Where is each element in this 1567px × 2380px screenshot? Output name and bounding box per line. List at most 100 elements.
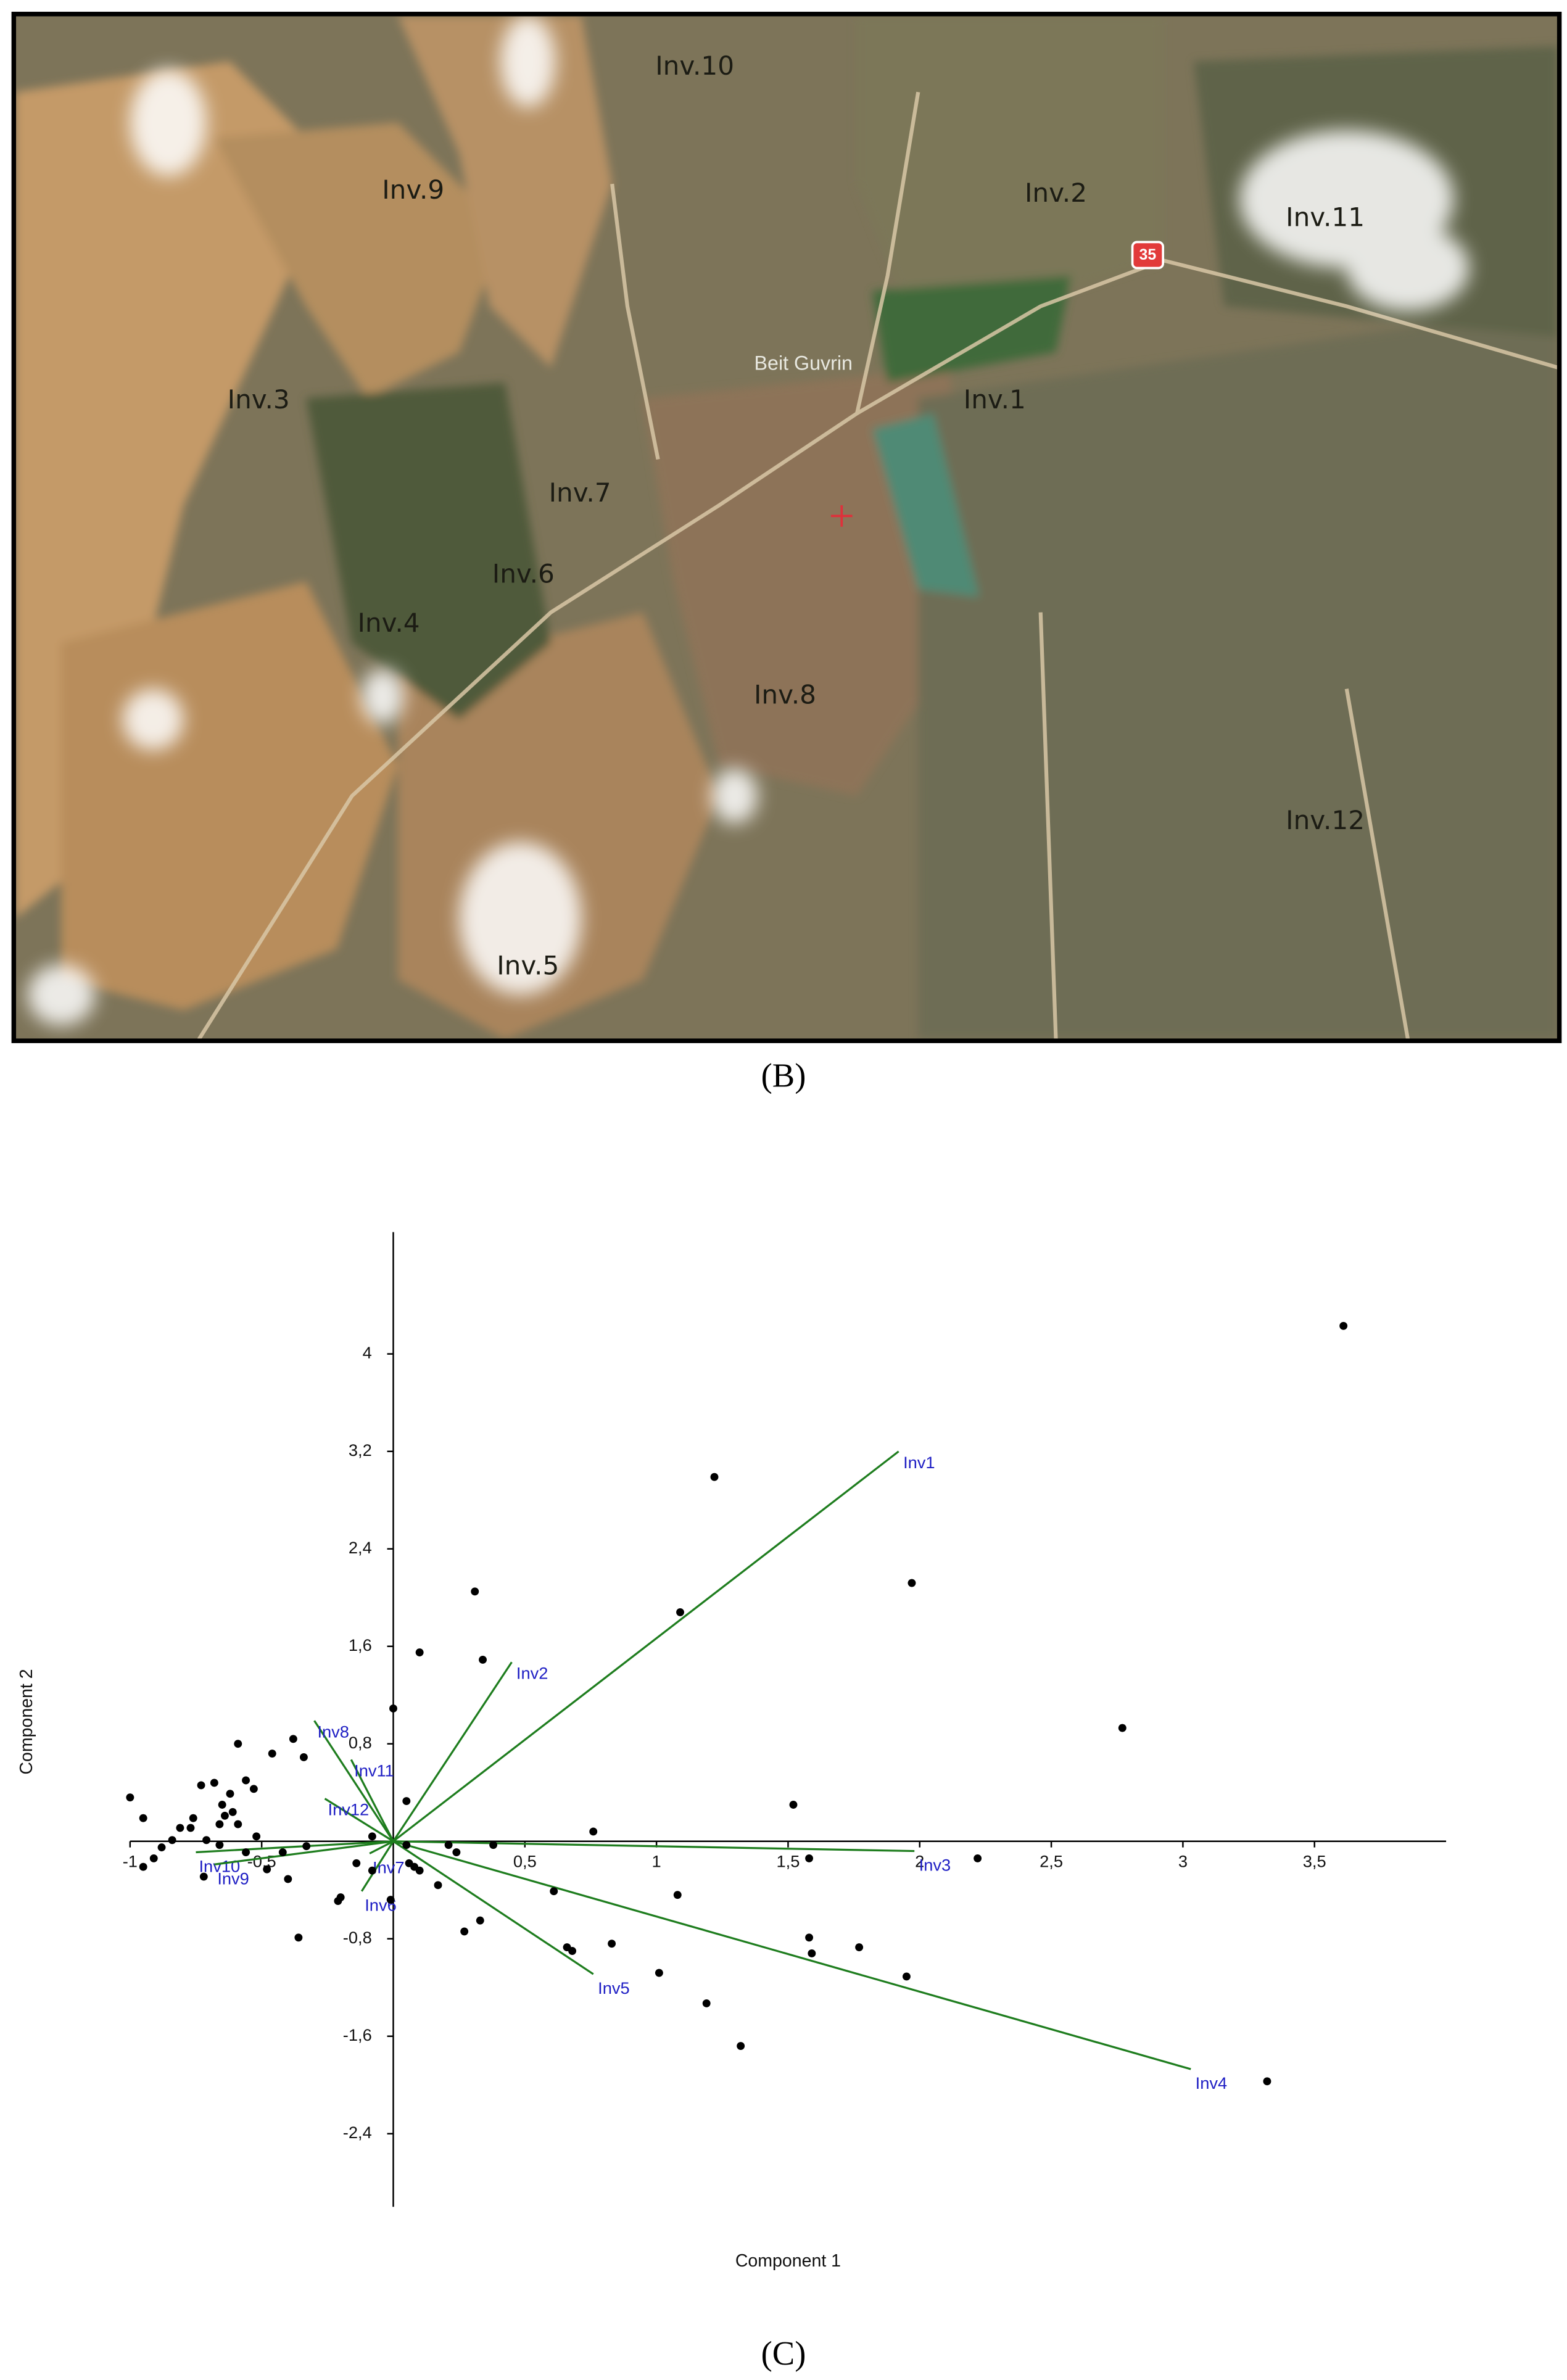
data-point [974,1854,982,1862]
loading-vector [392,1661,513,1842]
data-point [176,1824,184,1832]
data-point [710,1473,719,1481]
data-point [242,1776,250,1785]
loading-label: Inv12 [328,1800,370,1819]
data-point [252,1832,261,1841]
loading-vector [196,1840,394,1854]
loading-label: Inv2 [516,1663,548,1682]
data-point [805,1933,814,1942]
satellite-map: 35 Beit Guvrin Inv.10 Inv.9 Inv.2 Inv.11… [15,15,1558,1039]
data-point [389,1704,397,1713]
x-tick-label: 1,5 [776,1852,800,1871]
map-label: Inv.6 [492,559,555,589]
data-point [479,1656,487,1664]
data-point [289,1735,297,1743]
data-point [402,1841,411,1849]
x-tick-label: 2,5 [1040,1852,1063,1871]
data-point [218,1801,226,1809]
y-tick-label: 4 [363,1343,372,1362]
data-point [168,1836,176,1845]
data-point [550,1887,558,1896]
data-point [220,1811,229,1820]
data-point [444,1841,453,1849]
data-point [452,1848,461,1856]
loading-label: Inv4 [1196,2073,1228,2093]
data-point [215,1820,224,1828]
data-point [402,1797,411,1806]
x-axis-label: Component 1 [735,2251,841,2271]
data-point [210,1779,218,1787]
data-point [415,1866,424,1875]
y-tick-label: 2,4 [349,1538,372,1557]
data-point [226,1790,234,1798]
data-point [608,1940,616,1948]
data-point [460,1927,469,1936]
data-point [702,1999,711,2007]
y-axis-label: Component 2 [17,1669,36,1774]
loading-label: Inv8 [317,1722,349,1741]
data-point [737,2042,745,2051]
map-label: Inv.10 [655,51,734,81]
data-point [655,1969,663,1977]
loading-vector [350,1759,394,1842]
data-point [249,1785,258,1793]
loading-vector [369,1840,394,1854]
x-tick-label: -0,5 [247,1852,276,1871]
loading-vector [214,1840,394,1866]
data-point [202,1836,211,1845]
data-point [805,1854,814,1862]
data-point [1263,2077,1271,2086]
loading-label: Inv11 [354,1761,394,1780]
data-point [902,1972,911,1981]
loading-vector [392,1840,594,1975]
data-point [489,1841,498,1849]
map-label: Inv.1 [964,384,1026,415]
loading-vector [313,1720,394,1842]
map-label: Inv.2 [1025,178,1087,208]
data-point [855,1943,864,1952]
data-point [299,1753,308,1761]
place-name: Beit Guvrin [755,352,853,374]
data-point [302,1842,311,1851]
y-tick-label: -2,4 [343,2123,372,2142]
caption: (C) [761,2334,806,2372]
data-point [278,1848,287,1856]
map-label: Inv.11 [1286,202,1365,233]
loading-vector [393,1840,915,1853]
data-point [294,1933,303,1942]
data-point [386,1896,395,1904]
y-tick-label: 3,2 [349,1440,372,1460]
data-point [1339,1321,1348,1330]
road-sign [1131,241,1165,270]
map-label: Inv.3 [228,384,290,415]
data-point [189,1814,197,1822]
data-point [234,1740,242,1748]
map-label: Inv.12 [1286,805,1365,835]
data-point [334,1897,342,1905]
map-frame [11,12,1562,1043]
data-point [199,1872,208,1881]
loading-vector [393,1840,1191,2070]
y-tick-label: 0,8 [349,1733,372,1752]
data-point [186,1824,195,1832]
data-point [471,1587,479,1596]
data-point [197,1781,205,1790]
data-point [157,1843,166,1852]
data-point [405,1859,413,1867]
x-tick-label: 0,5 [513,1852,537,1871]
map-label: Inv.8 [754,680,816,710]
data-point [808,1949,816,1957]
map-label: Inv.7 [549,477,611,508]
x-tick-label: 3,5 [1303,1852,1326,1871]
x-tick-label: 1 [652,1852,661,1871]
data-point [139,1814,147,1822]
data-point [126,1793,134,1802]
data-point [368,1832,376,1841]
data-point [263,1865,271,1874]
biplot: -1 -0,5 0,5 1 1,5 2 2,5 3 3,5 -2,4 -1,6 -0,8 0,8 1,6 2… [123,1232,1447,2207]
data-point [284,1875,292,1883]
loading-label: Inv9 [217,1869,249,1888]
map-label: Inv.4 [358,608,420,638]
x-tick-label: 2 [915,1852,924,1871]
data-point [434,1881,442,1890]
